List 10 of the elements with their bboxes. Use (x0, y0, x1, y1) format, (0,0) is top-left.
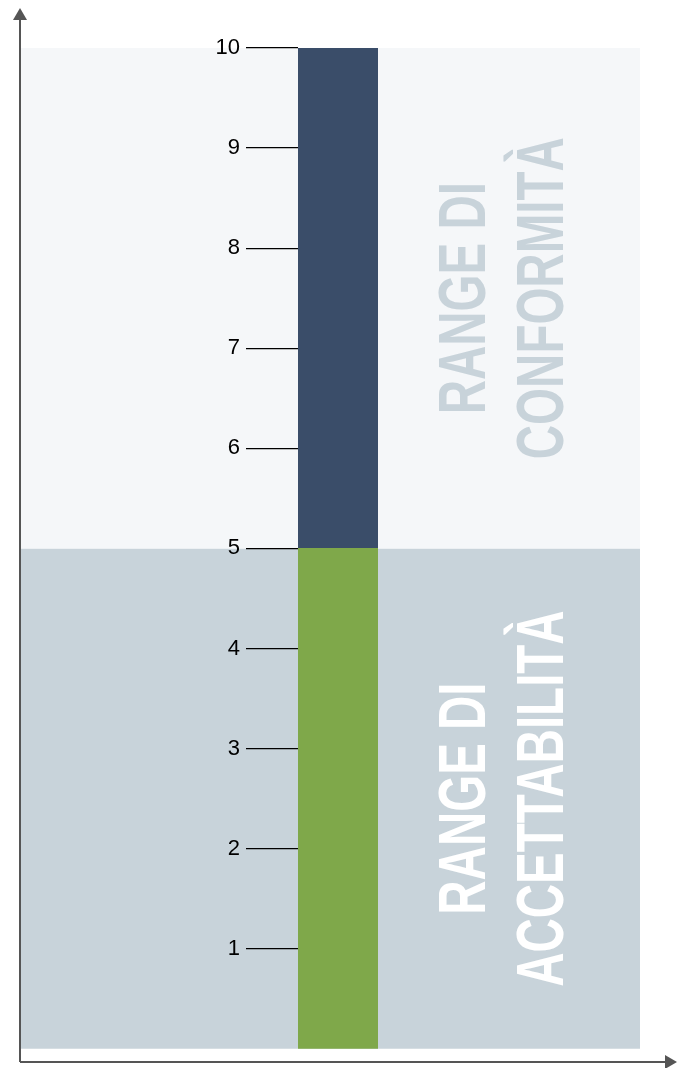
y-tick-label: 3 (227, 734, 240, 760)
y-tick-label: 9 (227, 134, 240, 160)
y-tick-label: 5 (227, 534, 240, 560)
y-tick-label: 2 (227, 834, 240, 860)
y-tick-label: 7 (227, 334, 240, 360)
y-tick-label: 1 (227, 934, 240, 960)
y-tick-label: 6 (227, 434, 240, 460)
y-tick-label: 10 (215, 34, 240, 60)
y-tick-label: 4 (227, 634, 240, 660)
y-tick-label: 8 (227, 234, 240, 260)
